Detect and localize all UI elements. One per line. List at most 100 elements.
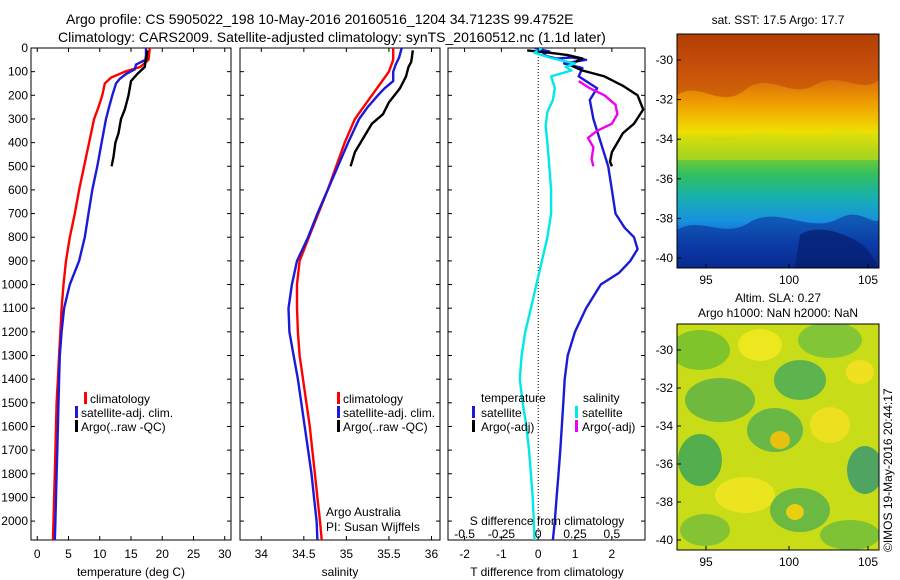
- depth-axis-ticks: 0 100 200 300 400 500 600 700 800 900 1000 1100 1200…: [1, 41, 645, 528]
- series-line: [287, 48, 403, 540]
- map-y-tick-label: -34: [656, 419, 674, 433]
- x-tick-label: 35: [340, 547, 354, 561]
- difference-lines: [518, 48, 645, 540]
- x-tick-label: 35.5: [377, 547, 401, 561]
- map-y-tick-label: -32: [656, 93, 674, 107]
- map-y-tick-label: -32: [656, 381, 674, 395]
- depth-tick-label: 800: [8, 230, 28, 244]
- difference-legend: temperature salinity satellite Argo(-adj…: [472, 391, 635, 434]
- series-line: [51, 48, 151, 540]
- map-x-tick-label: 95: [699, 273, 713, 287]
- legend-label-climatology: climatology: [90, 392, 150, 406]
- depth-tick-label: 1300: [1, 349, 28, 363]
- legend-swatch-argo: [337, 420, 340, 432]
- map-y-tick-label: -30: [656, 53, 674, 67]
- imos-credit: ©IMOS 19-May-2016 20:44:17: [881, 388, 895, 552]
- legend-swatch-argo: [75, 420, 78, 432]
- legend-label-climatology: climatology: [343, 392, 403, 406]
- x-tick-label: 0: [535, 547, 542, 561]
- map-y-tick-label: -30: [656, 343, 674, 357]
- legend-swatch-climatology: [337, 392, 340, 404]
- x-tick-label: 20: [156, 547, 170, 561]
- map-y-tick-label: -36: [656, 172, 674, 186]
- difference-axes: [447, 47, 646, 541]
- x-tick-label: 25: [187, 547, 201, 561]
- x-tick-label: 5: [65, 547, 72, 561]
- series-line: [527, 49, 645, 167]
- legend-label-salinity-argo: Argo(-adj): [582, 420, 635, 434]
- series-line: [534, 48, 639, 540]
- x-tick-label: 0: [34, 547, 41, 561]
- top-tick-label: -0.5: [454, 527, 475, 541]
- sst-map-frame: [676, 33, 880, 269]
- depth-tick-label: 1200: [1, 325, 28, 339]
- legend-label-satellite: satellite-adj. clim.: [81, 406, 173, 420]
- sla-map-ticks: -30 -32 -34 -36 -38 -40 95 100 105: [656, 343, 879, 569]
- series-line: [518, 48, 577, 540]
- series-line: [295, 48, 395, 540]
- sla-map-frame: [676, 323, 880, 551]
- salinity-axes: [239, 47, 441, 541]
- legend-label-argo: Argo(..raw -QC): [81, 420, 166, 434]
- map-x-tick-label: 100: [779, 273, 799, 287]
- difference-x-ticks: -2 -1 0 1 2: [459, 48, 616, 561]
- map-x-tick-label: 105: [858, 555, 878, 569]
- sla-map-title-line-2: Argo h1000: NaN h2000: NaN: [698, 306, 858, 320]
- difference-xlabel: T difference from climatology: [470, 565, 624, 579]
- legend-swatch-temperature-satellite: [472, 406, 475, 418]
- depth-tick-label: 600: [8, 183, 28, 197]
- header-line-1: Argo profile: CS 5905022_198 10-May-2016…: [66, 11, 574, 27]
- x-tick-label: -1: [496, 547, 507, 561]
- top-tick-label: 0: [535, 527, 542, 541]
- sla-map-image: [677, 324, 879, 550]
- depth-tick-label: 700: [8, 207, 28, 221]
- depth-tick-label: 2000: [1, 514, 28, 528]
- legend-label-salinity-satellite: satellite: [582, 406, 623, 420]
- legend-label-satellite: satellite-adj. clim.: [343, 406, 435, 420]
- x-tick-label: -2: [459, 547, 470, 561]
- x-tick-label: 10: [93, 547, 107, 561]
- sla-map-title-line-1: Altim. SLA: 0.27: [735, 291, 821, 305]
- x-tick-label: 36: [425, 547, 439, 561]
- depth-tick-label: 100: [8, 65, 28, 79]
- map-y-tick-label: -38: [656, 211, 674, 225]
- legend-label-temperature-argo: Argo(-adj): [481, 420, 534, 434]
- top-tick-label: 0.25: [563, 527, 587, 541]
- map-y-tick-label: -36: [656, 457, 674, 471]
- temperature-xlabel: temperature (deg C): [77, 565, 185, 579]
- x-tick-label: 34: [255, 547, 269, 561]
- depth-tick-label: 1700: [1, 443, 28, 457]
- depth-tick-label: 1800: [1, 467, 28, 481]
- map-y-tick-label: -40: [656, 533, 674, 547]
- salinity-legend: climatology satellite-adj. clim. Argo(..…: [337, 392, 435, 434]
- legend-swatch-temperature-argo: [472, 420, 475, 432]
- header-line-2: Climatology: CARS2009. Satellite-adjuste…: [58, 29, 606, 45]
- legend-title-temperature: temperature: [481, 391, 546, 405]
- map-x-tick-label: 95: [699, 555, 713, 569]
- top-tick-label: 0.5: [604, 527, 621, 541]
- salinity-lines: [287, 48, 414, 540]
- series-line: [110, 50, 149, 167]
- x-tick-label: 1: [572, 547, 579, 561]
- sst-map-image: [677, 34, 879, 268]
- map-y-tick-label: -40: [656, 251, 674, 265]
- sst-map-ticks: -30 -32 -34 -36 -38 -40 95 100 105: [656, 53, 879, 287]
- depth-tick-label: 1400: [1, 372, 28, 386]
- legend-label-argo: Argo(..raw -QC): [343, 420, 428, 434]
- depth-tick-label: 1100: [2, 301, 28, 315]
- sst-map-title: sat. SST: 17.5 Argo: 17.7: [712, 13, 845, 27]
- legend-title-salinity: salinity: [583, 391, 620, 405]
- series-line: [53, 48, 148, 540]
- salinity-x-ticks: 34 34.5 35 35.5 36: [255, 48, 439, 561]
- difference-top-ticks: -0.5 -0.25 0 0.25 0.5: [454, 527, 620, 541]
- legend-swatch-salinity-argo: [575, 420, 578, 432]
- depth-tick-label: 200: [8, 88, 28, 102]
- legend-swatch-climatology: [84, 392, 87, 404]
- legend-swatch-satellite: [337, 406, 340, 418]
- temperature-axes: [30, 47, 232, 541]
- map-y-tick-label: -38: [656, 495, 674, 509]
- temperature-legend: climatology satellite-adj. clim. Argo(..…: [75, 392, 173, 434]
- x-tick-label: 15: [124, 547, 138, 561]
- x-tick-label: 2: [609, 547, 616, 561]
- depth-tick-label: 500: [8, 159, 28, 173]
